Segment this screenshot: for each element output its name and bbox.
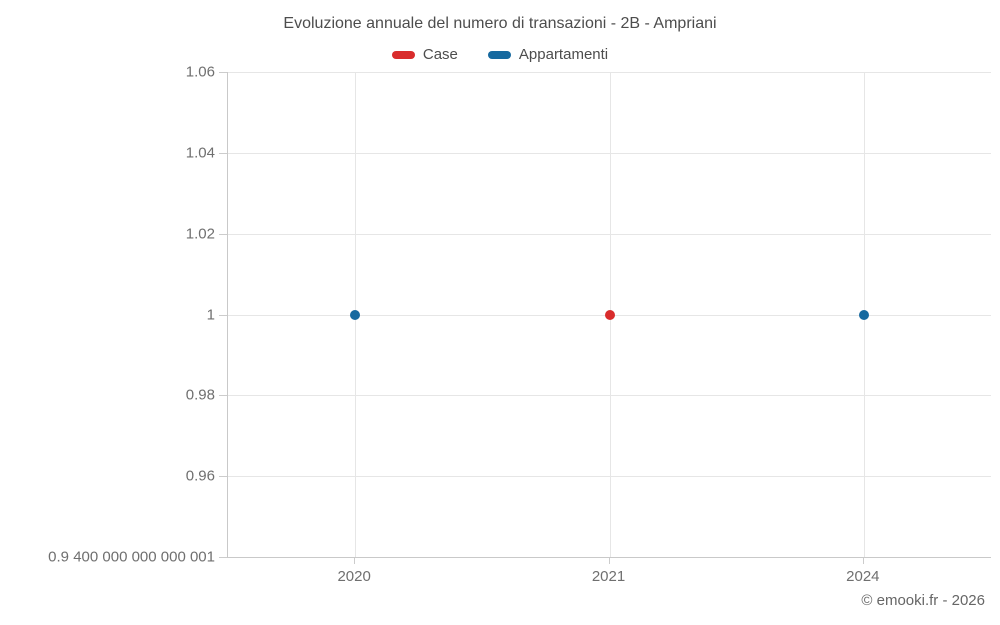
y-axis-tick [219,233,227,235]
legend-label: Appartamenti [518,46,609,63]
chart-legend: Case Appartamenti [0,46,1000,63]
x-axis-label: 2024 [846,568,880,585]
y-axis-label: 0.98 [185,386,215,404]
y-axis-label: 0.9 400 000 000 000 001 [48,548,215,566]
x-axis-label: 2021 [591,568,626,585]
y-axis-tick [219,152,227,154]
y-axis-tick [219,557,227,558]
y-axis-tick [219,314,227,316]
x-axis-tick [354,558,356,564]
legend-item-case[interactable]: Case [391,46,458,63]
y-axis-tick [219,72,227,73]
y-axis-label: 1 [206,306,215,323]
data-point[interactable] [604,309,615,320]
data-point[interactable] [350,309,361,320]
x-axis-tick [608,558,610,564]
y-axis-label: 1.04 [185,144,215,162]
y-axis-label: 0.96 [185,467,215,485]
data-point[interactable] [858,309,869,320]
chart-title: Evoluzione annuale del numero di transaz… [283,15,717,32]
y-axis-tick [219,476,227,478]
plot-area [227,72,991,558]
x-axis-tick [862,558,864,564]
legend-label: Case [422,46,458,63]
x-axis-label: 2020 [337,568,371,585]
credits-link[interactable]: © emooki.fr - 2026 [861,592,985,609]
y-axis-label: 1.02 [185,225,215,243]
legend-swatch-icon [391,50,415,59]
legend-item-appartamenti[interactable]: Appartamenti [487,46,609,63]
y-axis-label: 1.06 [185,63,215,81]
y-axis-tick [219,395,227,397]
legend-swatch-icon [487,50,511,59]
